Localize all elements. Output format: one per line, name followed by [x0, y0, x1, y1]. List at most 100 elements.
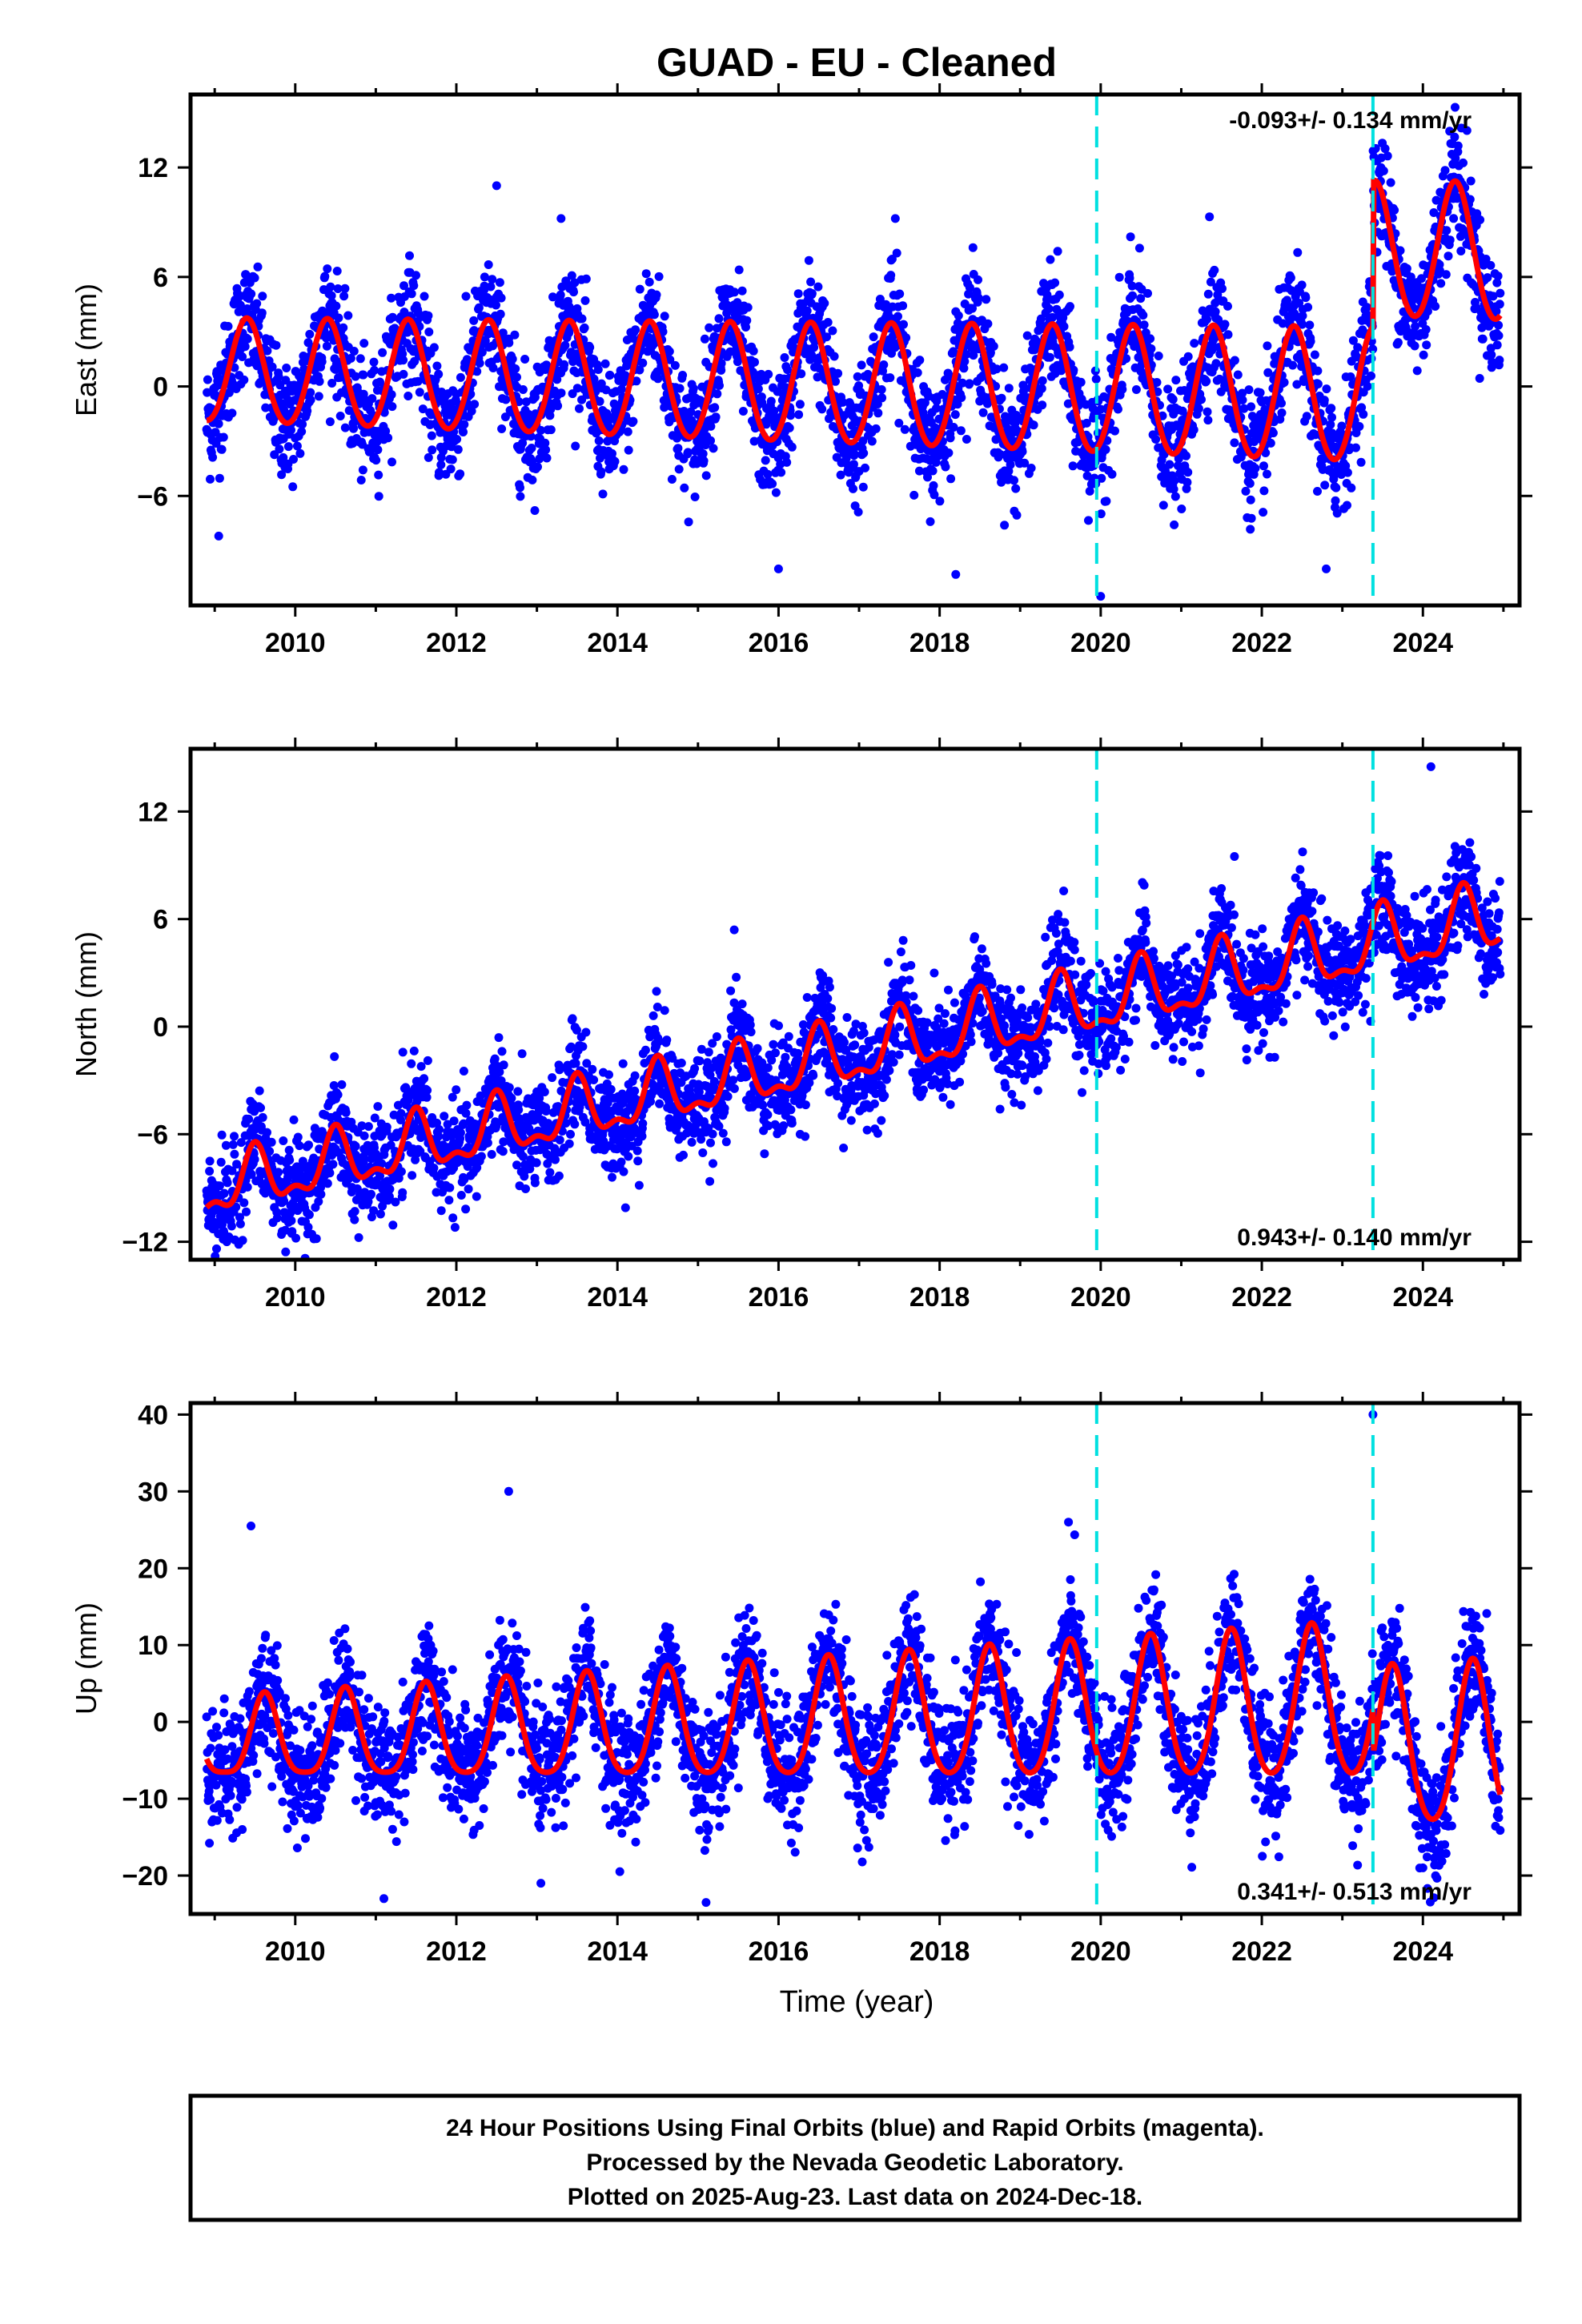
- data-point: [448, 455, 457, 464]
- data-point: [227, 408, 237, 418]
- data-point: [741, 323, 750, 332]
- data-point: [461, 1108, 471, 1118]
- data-point: [653, 374, 663, 384]
- data-point: [486, 282, 496, 292]
- data-point: [804, 255, 813, 265]
- data-point: [256, 1103, 265, 1112]
- data-point: [480, 281, 489, 291]
- data-point: [797, 369, 806, 379]
- data-point: [742, 316, 752, 325]
- data-point: [777, 468, 786, 477]
- data-point: [635, 365, 644, 375]
- data-point: [1082, 471, 1092, 480]
- data-point: [1456, 247, 1466, 255]
- data-point: [654, 271, 664, 281]
- data-point: [944, 448, 954, 457]
- data-point: [377, 1159, 387, 1168]
- data-point: [1488, 357, 1497, 367]
- data-point: [369, 1206, 379, 1216]
- data-point: [912, 429, 921, 439]
- data-point: [1465, 195, 1475, 204]
- data-point: [853, 372, 862, 381]
- data-point: [1337, 421, 1347, 431]
- data-point: [243, 304, 252, 313]
- data-point: [540, 438, 550, 448]
- data-point: [287, 425, 295, 435]
- data-point: [239, 1198, 249, 1208]
- data-point: [594, 436, 604, 445]
- data-point: [504, 338, 514, 348]
- data-point: [667, 475, 677, 484]
- data-point: [304, 1140, 313, 1150]
- data-point: [461, 1204, 471, 1214]
- data-point: [698, 449, 708, 459]
- data-point: [992, 364, 1002, 374]
- outlier-point: [1322, 564, 1331, 573]
- data-point: [375, 1209, 385, 1219]
- data-point: [228, 1140, 238, 1149]
- data-point: [711, 412, 721, 422]
- data-point: [601, 385, 611, 395]
- data-point: [239, 375, 249, 384]
- data-point: [1495, 356, 1504, 365]
- data-point: [1076, 377, 1086, 387]
- data-point: [274, 1168, 283, 1177]
- data-point: [624, 1152, 633, 1161]
- data-point: [373, 445, 383, 455]
- data-point: [456, 469, 465, 479]
- data-point: [244, 1114, 254, 1124]
- data-point: [1278, 319, 1287, 328]
- data-point: [841, 453, 851, 463]
- data-point: [1263, 368, 1273, 377]
- data-point: [763, 469, 773, 479]
- data-point: [1203, 315, 1211, 324]
- east-points: [202, 103, 1505, 601]
- data-point: [568, 357, 578, 366]
- data-point: [492, 300, 500, 310]
- data-point: [1214, 315, 1223, 324]
- data-point: [1038, 376, 1047, 385]
- data-point: [498, 328, 508, 338]
- data-point: [737, 286, 747, 296]
- data-point: [1310, 350, 1319, 360]
- data-point: [1210, 265, 1219, 275]
- data-point: [542, 360, 551, 370]
- data-point: [243, 334, 252, 344]
- data-point: [1476, 215, 1485, 224]
- data-point: [833, 368, 843, 378]
- data-point: [1118, 384, 1127, 394]
- data-point: [399, 369, 408, 379]
- data-point: [1302, 412, 1311, 421]
- data-point: [713, 389, 722, 399]
- data-point: [282, 364, 291, 372]
- data-point: [472, 1192, 481, 1201]
- data-point: [1183, 352, 1193, 361]
- data-point: [1197, 395, 1206, 404]
- data-point: [1101, 444, 1110, 454]
- data-point: [1069, 365, 1078, 375]
- data-point: [789, 342, 798, 352]
- data-point: [1487, 350, 1496, 360]
- data-point: [496, 293, 506, 303]
- data-point: [589, 1076, 599, 1084]
- data-point: [946, 433, 955, 443]
- data-point: [690, 493, 700, 501]
- data-point: [316, 1189, 326, 1199]
- data-point: [1106, 332, 1116, 342]
- data-point: [450, 1223, 460, 1232]
- data-point: [475, 359, 484, 368]
- data-point: [1223, 330, 1233, 340]
- data-point: [644, 277, 654, 287]
- data-point: [1136, 367, 1146, 376]
- data-point: [427, 431, 436, 440]
- outlier-point: [1096, 592, 1106, 601]
- data-point: [367, 394, 377, 404]
- data-point: [223, 322, 233, 331]
- data-point: [569, 287, 578, 297]
- data-point: [932, 404, 941, 413]
- data-point: [352, 1184, 362, 1193]
- data-point: [717, 359, 726, 368]
- data-point: [375, 1172, 384, 1180]
- data-point: [553, 401, 563, 411]
- data-point: [339, 323, 348, 332]
